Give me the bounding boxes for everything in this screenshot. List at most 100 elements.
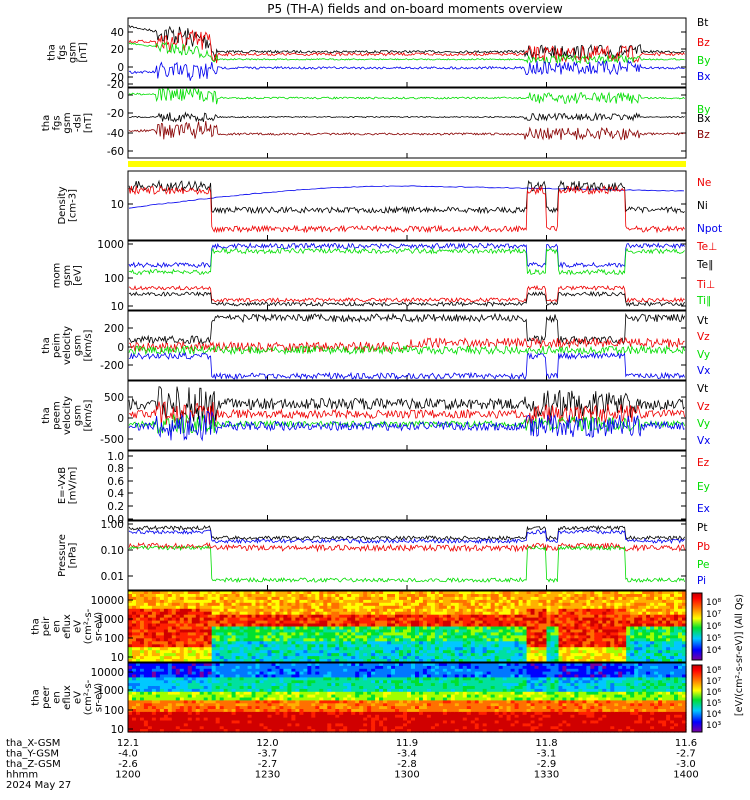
spectro-cell bbox=[351, 614, 356, 619]
spectro-cell bbox=[638, 647, 643, 651]
spectro-cell bbox=[227, 638, 233, 642]
spectro-cell bbox=[434, 608, 440, 613]
spectro-cell bbox=[203, 720, 209, 724]
spectro-cell bbox=[518, 659, 524, 663]
spectro-cell bbox=[351, 623, 356, 628]
spectro-cell bbox=[219, 635, 225, 639]
spectro-cell bbox=[411, 599, 416, 604]
spectro-cell bbox=[128, 663, 133, 667]
spectro-cell bbox=[610, 647, 615, 651]
spectro-cell bbox=[403, 623, 408, 628]
spectro-cell bbox=[323, 594, 328, 598]
spectro-cell bbox=[203, 665, 209, 670]
spectro-cell bbox=[466, 629, 472, 634]
spectro-cell bbox=[395, 599, 400, 604]
spectro-cell bbox=[215, 608, 221, 613]
spectro-cell bbox=[171, 700, 177, 704]
spectro-cell bbox=[287, 623, 292, 628]
spectro-cell bbox=[622, 647, 627, 651]
spectro-cell bbox=[223, 686, 229, 690]
ytick-label: 10 bbox=[111, 724, 124, 736]
spectro-cell bbox=[151, 611, 157, 616]
spectro-cell bbox=[267, 626, 273, 631]
spectro-cell bbox=[175, 647, 181, 651]
spectro-cell bbox=[167, 663, 173, 667]
spectro-cell bbox=[618, 635, 623, 639]
spectro-cell bbox=[474, 653, 480, 657]
spectro-cell bbox=[618, 644, 623, 648]
spectro-cell bbox=[143, 596, 149, 601]
ytick-label: 0 bbox=[117, 90, 124, 102]
spectro-cell bbox=[674, 620, 679, 625]
spectro-cell bbox=[522, 629, 528, 634]
spectro-cell bbox=[526, 632, 532, 636]
spectro-cell bbox=[151, 617, 157, 622]
spectro-cell bbox=[207, 596, 213, 601]
spectro-cell bbox=[211, 608, 217, 613]
ylabel-line: [eV] bbox=[73, 265, 84, 286]
spectro-cell bbox=[522, 605, 528, 610]
spectro-cell bbox=[303, 668, 308, 673]
spectro-cell bbox=[506, 605, 512, 610]
spectro-cell bbox=[642, 653, 647, 657]
spectro-cell bbox=[167, 717, 173, 722]
spectro-cell bbox=[450, 591, 456, 595]
spectro-cell bbox=[207, 706, 213, 710]
spectro-cell bbox=[263, 677, 269, 681]
spectro-cell bbox=[231, 614, 237, 619]
spectro-cell bbox=[618, 623, 623, 628]
spectro-cell bbox=[646, 614, 651, 619]
spectro-cell bbox=[147, 688, 153, 693]
spectro-cell bbox=[594, 608, 599, 613]
spectro-cell bbox=[319, 614, 324, 619]
spectro-cell bbox=[167, 594, 173, 598]
spectro-cell bbox=[223, 608, 229, 613]
spectro-cell bbox=[379, 599, 384, 604]
spectro-cell bbox=[574, 602, 579, 607]
spectro-cell bbox=[658, 591, 663, 595]
spectro-cell bbox=[215, 706, 221, 710]
spectro-cell bbox=[407, 596, 412, 601]
spectro-cell bbox=[147, 599, 153, 604]
spectro-cell bbox=[147, 596, 153, 601]
spectro-cell bbox=[291, 680, 296, 684]
spectro-cell bbox=[255, 632, 261, 636]
spectro-cell bbox=[411, 653, 416, 657]
spectro-cell bbox=[179, 714, 185, 719]
spectro-cell bbox=[586, 605, 591, 610]
spectro-cell bbox=[151, 605, 157, 610]
spectro-cell bbox=[662, 594, 667, 598]
spectro-cell bbox=[335, 697, 340, 701]
spectro-cell bbox=[654, 617, 659, 622]
spectro-cell bbox=[606, 656, 611, 660]
spectro-cell bbox=[610, 641, 615, 645]
spectro-cell bbox=[383, 623, 388, 628]
ytick-label: 0 bbox=[117, 413, 124, 425]
spectro-cell bbox=[510, 591, 516, 595]
spectro-cell bbox=[315, 706, 320, 710]
spectro-cell bbox=[271, 726, 277, 730]
spectro-cell bbox=[430, 641, 436, 645]
spectro-cell bbox=[494, 629, 500, 634]
spectro-cell bbox=[514, 614, 520, 619]
spectro-cell bbox=[171, 644, 177, 648]
trace-Ne bbox=[128, 184, 685, 234]
spectro-cell bbox=[662, 638, 667, 642]
spectro-cell bbox=[155, 674, 161, 678]
spectro-cell bbox=[438, 620, 444, 625]
spectro-cell bbox=[434, 594, 440, 598]
spectro-cell bbox=[311, 677, 316, 681]
spectro-cell bbox=[159, 711, 165, 716]
spectro-cell bbox=[239, 668, 245, 673]
spectro-cell bbox=[267, 644, 273, 648]
spectro-cell bbox=[638, 629, 643, 634]
spectro-cell bbox=[132, 641, 137, 645]
spectro-cell bbox=[403, 614, 408, 619]
spectro-cell bbox=[143, 697, 149, 701]
spectro-cell bbox=[171, 697, 177, 701]
spectro-cell bbox=[231, 686, 237, 690]
spectro-cell bbox=[482, 656, 488, 660]
spectro-cell bbox=[263, 605, 269, 610]
spectro-cell bbox=[359, 623, 364, 628]
spectro-cell bbox=[239, 602, 245, 607]
